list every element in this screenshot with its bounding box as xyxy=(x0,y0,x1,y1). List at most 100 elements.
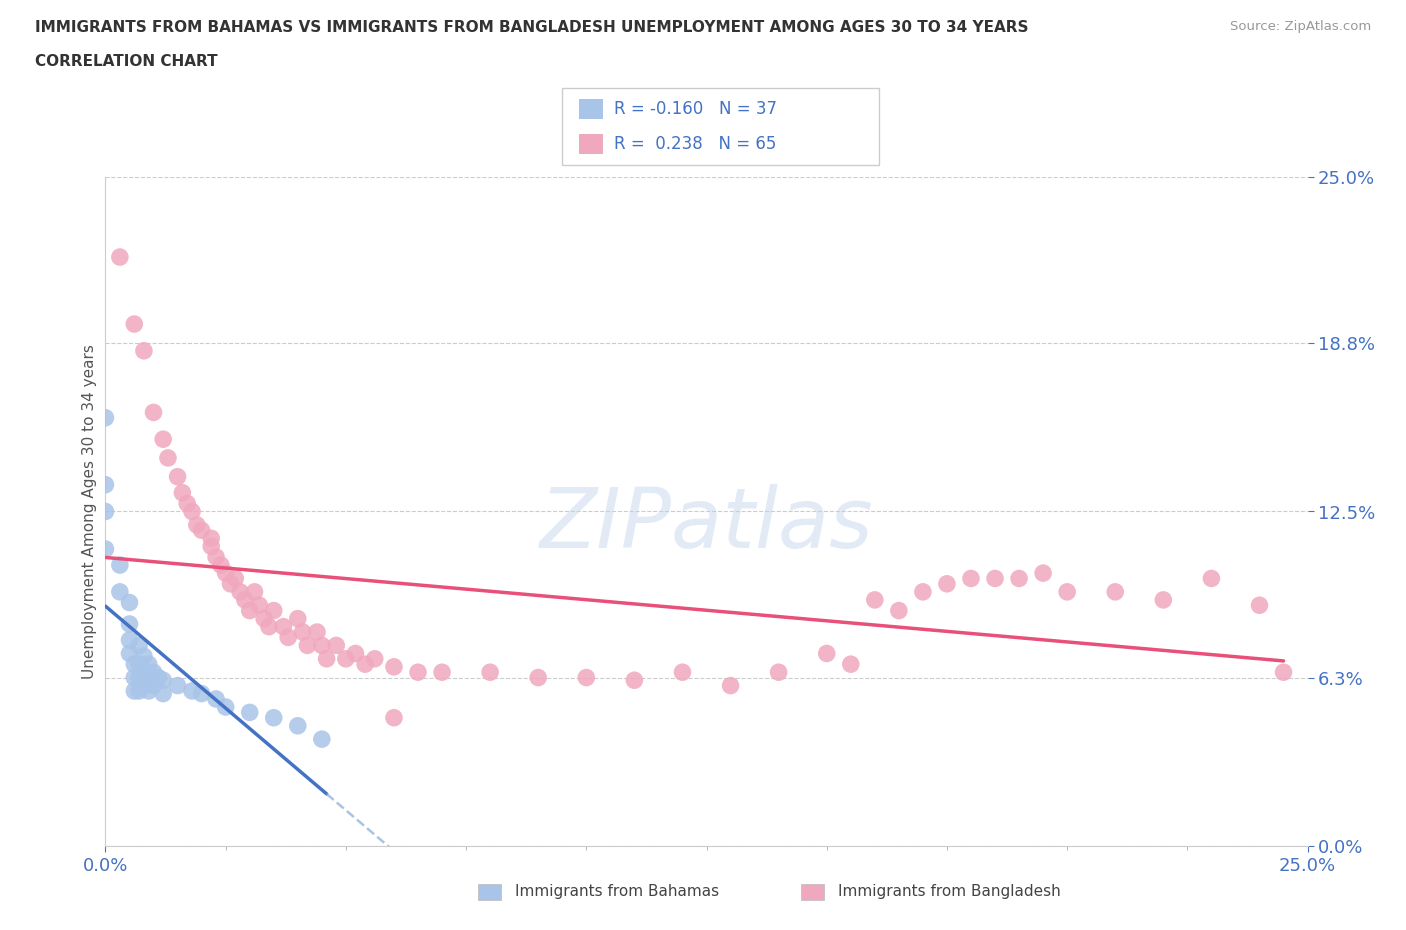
Point xyxy=(364,651,387,666)
Point xyxy=(152,432,174,446)
Point xyxy=(181,684,204,698)
Point xyxy=(311,732,333,747)
Point xyxy=(575,671,598,685)
Point xyxy=(186,517,208,532)
Point xyxy=(315,651,337,666)
Point xyxy=(311,638,333,653)
Point xyxy=(720,678,742,693)
Point xyxy=(209,558,232,573)
Text: R = -0.160   N = 37: R = -0.160 N = 37 xyxy=(614,100,778,118)
Point xyxy=(325,638,347,653)
Point xyxy=(911,584,934,599)
Point xyxy=(936,577,959,591)
Point xyxy=(124,671,146,685)
Point xyxy=(200,531,222,546)
Point xyxy=(142,405,165,419)
Point xyxy=(108,558,131,573)
Point xyxy=(233,592,256,607)
Point xyxy=(287,718,309,733)
Point xyxy=(382,659,405,674)
Text: ZIPatlas: ZIPatlas xyxy=(540,485,873,565)
Point xyxy=(305,625,328,640)
Point xyxy=(257,619,280,634)
Point xyxy=(1201,571,1223,586)
Point xyxy=(148,671,170,685)
Text: Immigrants from Bangladesh: Immigrants from Bangladesh xyxy=(838,884,1060,899)
Point xyxy=(239,705,262,720)
Point xyxy=(253,611,276,626)
Point xyxy=(406,665,429,680)
Point xyxy=(1249,598,1271,613)
Point xyxy=(138,684,160,698)
Point xyxy=(152,686,174,701)
Point xyxy=(138,657,160,671)
Point xyxy=(430,665,453,680)
Point xyxy=(623,672,645,687)
Point xyxy=(671,665,693,680)
Point xyxy=(219,577,242,591)
Point xyxy=(815,646,838,661)
Text: IMMIGRANTS FROM BAHAMAS VS IMMIGRANTS FROM BANGLADESH UNEMPLOYMENT AMONG AGES 30: IMMIGRANTS FROM BAHAMAS VS IMMIGRANTS FR… xyxy=(35,20,1029,35)
Point xyxy=(1008,571,1031,586)
Point xyxy=(1272,665,1295,680)
Point xyxy=(297,638,319,653)
Point xyxy=(214,699,236,714)
Point xyxy=(229,584,252,599)
Point xyxy=(291,625,314,640)
Point xyxy=(190,686,212,701)
Text: CORRELATION CHART: CORRELATION CHART xyxy=(35,54,218,69)
Text: Source: ZipAtlas.com: Source: ZipAtlas.com xyxy=(1230,20,1371,33)
Point xyxy=(138,671,160,685)
Point xyxy=(94,504,117,519)
Point xyxy=(239,604,262,618)
Point xyxy=(118,617,141,631)
Point xyxy=(118,632,141,647)
Point xyxy=(132,649,155,664)
Point xyxy=(166,470,188,485)
Point xyxy=(124,684,146,698)
Point xyxy=(887,604,910,618)
Point xyxy=(94,541,117,556)
Point xyxy=(124,316,146,331)
Point xyxy=(181,504,204,519)
Point xyxy=(94,477,117,492)
Point xyxy=(152,672,174,687)
Text: R =  0.238   N = 65: R = 0.238 N = 65 xyxy=(614,135,776,153)
Point xyxy=(176,496,198,511)
Point xyxy=(124,657,146,671)
Point xyxy=(335,651,357,666)
Point xyxy=(247,598,270,613)
Point xyxy=(263,711,285,725)
Point xyxy=(214,565,236,580)
Point xyxy=(128,657,150,671)
Point xyxy=(166,678,188,693)
Point xyxy=(839,657,862,671)
Point xyxy=(142,665,165,680)
Point xyxy=(527,671,550,685)
Point xyxy=(190,523,212,538)
Point xyxy=(118,646,141,661)
Point xyxy=(263,604,285,618)
Point xyxy=(768,665,790,680)
Point xyxy=(354,657,377,671)
Point xyxy=(156,450,179,465)
Point xyxy=(984,571,1007,586)
Point xyxy=(277,630,299,644)
Point xyxy=(128,671,150,685)
Point xyxy=(205,550,228,565)
Point xyxy=(1152,592,1174,607)
Point xyxy=(224,571,246,586)
Point xyxy=(128,684,150,698)
Point xyxy=(960,571,983,586)
Point xyxy=(118,595,141,610)
Point xyxy=(132,665,155,680)
Point xyxy=(205,692,228,707)
Point xyxy=(1104,584,1126,599)
Point xyxy=(344,646,367,661)
Point xyxy=(243,584,266,599)
Point xyxy=(1056,584,1078,599)
Y-axis label: Unemployment Among Ages 30 to 34 years: Unemployment Among Ages 30 to 34 years xyxy=(82,344,97,679)
Point xyxy=(1032,565,1054,580)
Point xyxy=(200,538,222,553)
Point xyxy=(142,678,165,693)
